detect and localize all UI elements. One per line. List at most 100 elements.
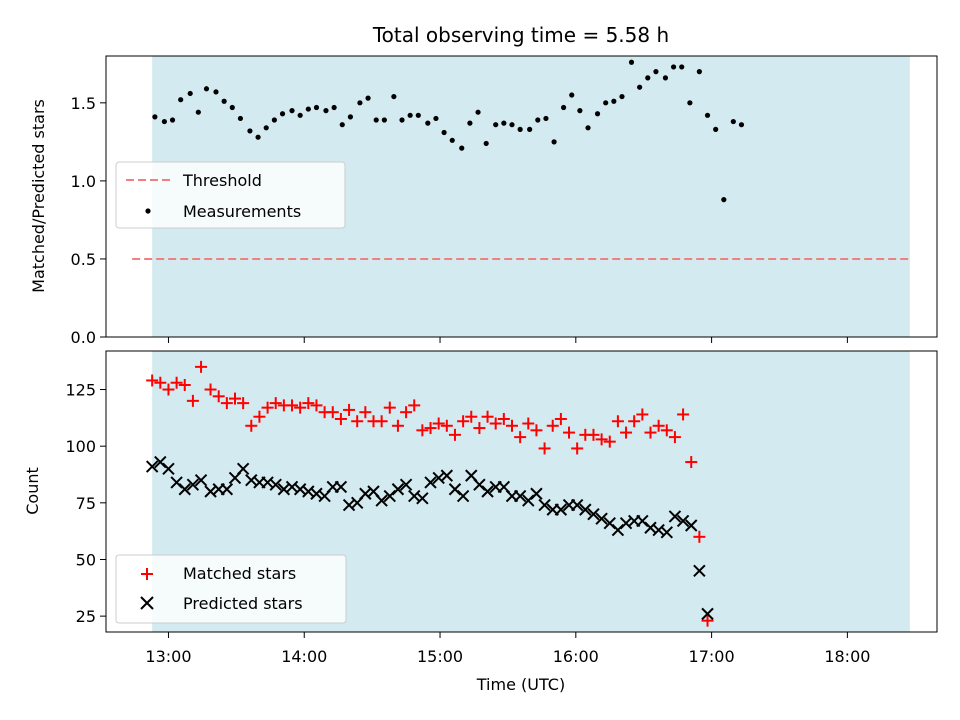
matched-star-point xyxy=(228,392,241,405)
predicted-star-point xyxy=(440,469,454,482)
measurement-point xyxy=(407,112,413,118)
measurement-point xyxy=(603,100,609,106)
measurement-point xyxy=(713,126,719,132)
matched-star-point xyxy=(424,422,437,435)
top-y-tick-label: 0.5 xyxy=(71,250,96,269)
top-y-tick-label: 1.0 xyxy=(71,172,96,191)
predicted-star-point xyxy=(186,478,200,491)
matched-star-point xyxy=(497,412,510,425)
predicted-star-point xyxy=(652,523,665,537)
measurement-point xyxy=(415,112,421,118)
predicted-star-point xyxy=(587,507,600,521)
measurement-point xyxy=(619,93,625,100)
predicted-star-point xyxy=(194,473,208,487)
predicted-star-point xyxy=(579,503,592,516)
matched-star-point xyxy=(595,433,608,446)
measurement-point xyxy=(475,109,481,115)
measurement-point xyxy=(467,120,473,126)
matched-star-point xyxy=(587,428,600,441)
bot-y-tick-label: 25 xyxy=(76,607,96,626)
matched-star-point xyxy=(668,431,681,444)
predicted-star-point xyxy=(391,483,405,496)
matched-star-point xyxy=(186,394,199,407)
matched-star-point xyxy=(457,415,470,428)
legend-matched-swatch xyxy=(141,568,153,580)
predicted-star-point xyxy=(408,489,421,503)
measurement-point xyxy=(357,100,363,106)
matched-star-point xyxy=(261,401,274,414)
matched-star-point xyxy=(465,410,478,423)
measurement-point xyxy=(611,98,617,104)
predicted-star-point xyxy=(375,494,388,507)
matched-star-point xyxy=(481,410,494,423)
measurement-point xyxy=(687,100,693,106)
measurement-point xyxy=(297,112,303,118)
matched-star-point xyxy=(286,399,299,412)
measurement-point xyxy=(255,134,261,140)
bot-y-tick-label: 125 xyxy=(65,381,96,400)
matched-star-point xyxy=(538,442,551,455)
measurement-point xyxy=(551,139,557,145)
matched-star-point xyxy=(253,410,266,423)
bottom-y-axis-label: Count xyxy=(23,467,42,515)
matched-star-point xyxy=(334,412,347,425)
bot-y-tick-label: 75 xyxy=(76,494,96,513)
measurement-point xyxy=(662,75,669,81)
predicted-star-point xyxy=(538,498,551,512)
measurement-point xyxy=(381,117,387,123)
predicted-star-point xyxy=(277,483,291,496)
measurement-point xyxy=(289,108,295,114)
predicted-star-point xyxy=(676,514,690,528)
predicted-star-point xyxy=(293,483,307,496)
matched-star-point xyxy=(701,614,714,627)
matched-star-point xyxy=(162,383,175,396)
matched-star-point xyxy=(644,426,657,439)
legend-matched-label: Matched stars xyxy=(183,564,296,583)
predicted-star-point xyxy=(145,460,159,473)
matched-star-point xyxy=(685,456,698,469)
matched-star-point xyxy=(351,415,364,428)
measurement-point xyxy=(323,108,329,114)
measurement-point xyxy=(441,129,447,136)
measurement-point xyxy=(263,125,269,131)
predicted-star-point xyxy=(220,483,234,496)
matched-star-point xyxy=(195,360,208,373)
x-axis-label: Time (UTC) xyxy=(476,675,565,694)
measurement-point xyxy=(365,95,371,101)
bottom-legend-box xyxy=(115,554,347,624)
measurement-point xyxy=(679,64,685,70)
predicted-star-point xyxy=(619,517,633,530)
matched-star-point xyxy=(408,399,421,412)
matched-star-point xyxy=(636,408,649,421)
predicted-star-point xyxy=(660,526,673,539)
predicted-star-point xyxy=(269,478,282,491)
matched-star-point xyxy=(440,419,453,432)
predicted-star-point xyxy=(342,498,356,512)
matched-star-point xyxy=(505,419,518,432)
matched-star-point xyxy=(400,406,413,419)
measurement-point xyxy=(339,122,345,128)
measurement-point xyxy=(585,125,591,131)
measurement-point xyxy=(696,69,702,75)
predicted-star-point xyxy=(399,478,413,491)
measurement-point xyxy=(569,92,575,98)
matched-star-point xyxy=(310,399,323,412)
predicted-star-point xyxy=(513,489,527,503)
measurement-point xyxy=(229,104,235,111)
measurement-point xyxy=(169,117,176,123)
matched-star-point xyxy=(489,417,502,430)
measurement-point xyxy=(577,108,583,114)
measurement-point xyxy=(347,114,354,120)
predicted-star-point xyxy=(481,485,494,498)
predicted-star-point xyxy=(595,512,608,525)
predicted-star-point xyxy=(685,519,698,532)
matched-star-point xyxy=(514,431,527,444)
measurement-point xyxy=(535,117,541,123)
measurement-point xyxy=(313,104,320,111)
matched-star-point xyxy=(146,374,159,387)
top-legend: Threshold Measurements xyxy=(115,161,346,229)
predicted-star-point xyxy=(701,607,714,621)
measurement-point xyxy=(493,122,499,128)
matched-star-point xyxy=(294,401,307,414)
